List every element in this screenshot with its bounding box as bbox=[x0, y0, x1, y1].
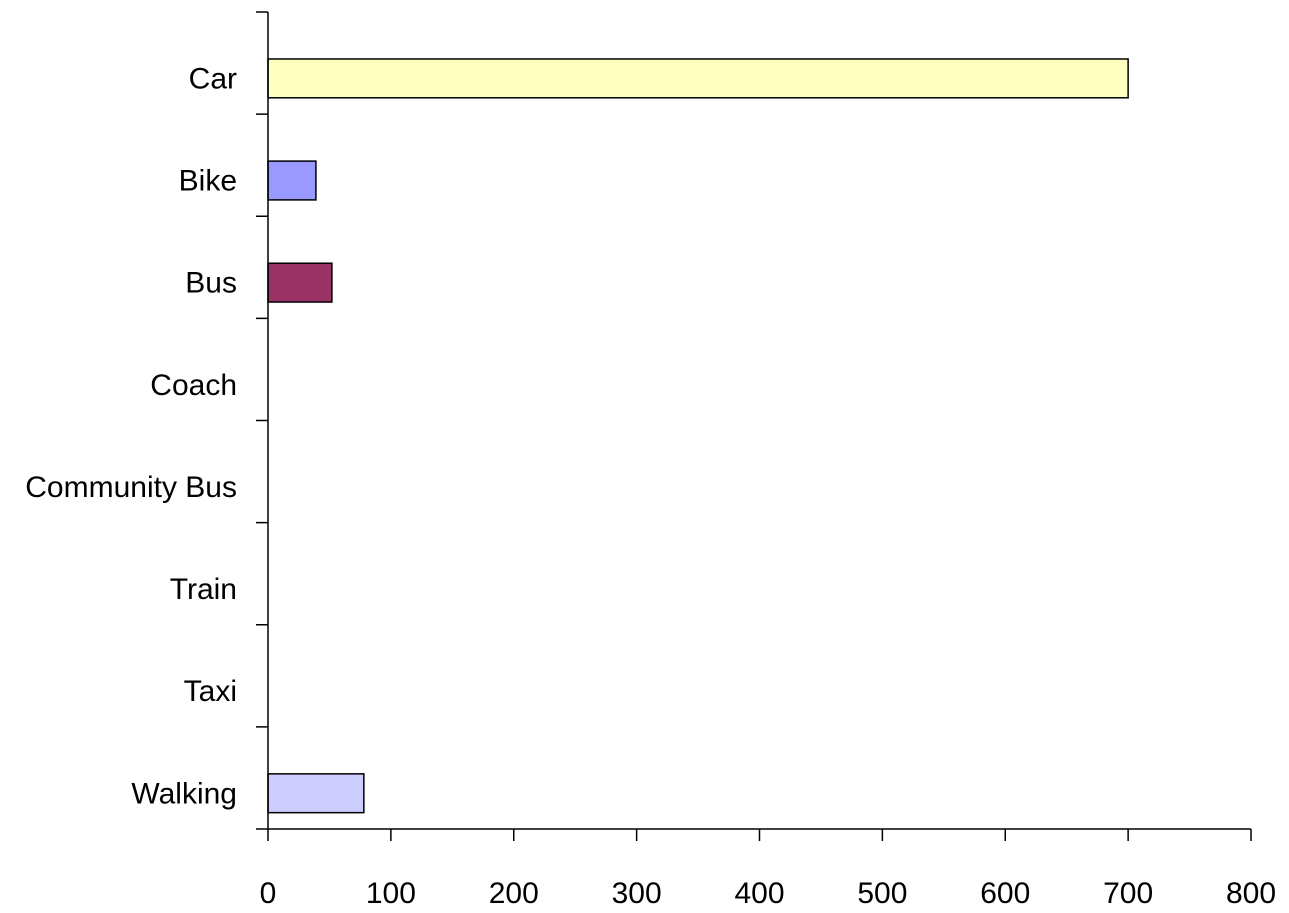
bar-car bbox=[267, 58, 1129, 99]
y-category-label: Car bbox=[189, 62, 237, 95]
x-tick-label: 0 bbox=[260, 877, 277, 910]
y-category-label: Bike bbox=[179, 165, 237, 198]
x-tick-label: 200 bbox=[489, 877, 539, 910]
x-tick-label: 600 bbox=[980, 877, 1030, 910]
x-tick-label: 700 bbox=[1103, 877, 1153, 910]
axes-layer bbox=[256, 11, 1252, 841]
y-category-label: Coach bbox=[150, 369, 237, 402]
y-category-label: Taxi bbox=[184, 675, 237, 708]
bar-bus bbox=[267, 262, 333, 303]
x-tick-label: 400 bbox=[734, 877, 784, 910]
x-tick-label: 100 bbox=[366, 877, 416, 910]
x-tick-label: 500 bbox=[857, 877, 907, 910]
bar-walking bbox=[267, 773, 365, 814]
bar-bike bbox=[267, 160, 317, 201]
y-category-label: Walking bbox=[131, 777, 237, 810]
x-tick-label: 800 bbox=[1226, 877, 1276, 910]
y-category-label: Community Bus bbox=[25, 471, 237, 504]
labels-layer: 0 100 200 300 400 500 600 700 800 Car Bike Bus Coach… bbox=[25, 62, 1276, 910]
x-tick-label: 300 bbox=[612, 877, 662, 910]
bars-layer bbox=[267, 58, 1129, 814]
y-category-label: Bus bbox=[185, 267, 237, 300]
y-category-label: Train bbox=[170, 573, 237, 606]
